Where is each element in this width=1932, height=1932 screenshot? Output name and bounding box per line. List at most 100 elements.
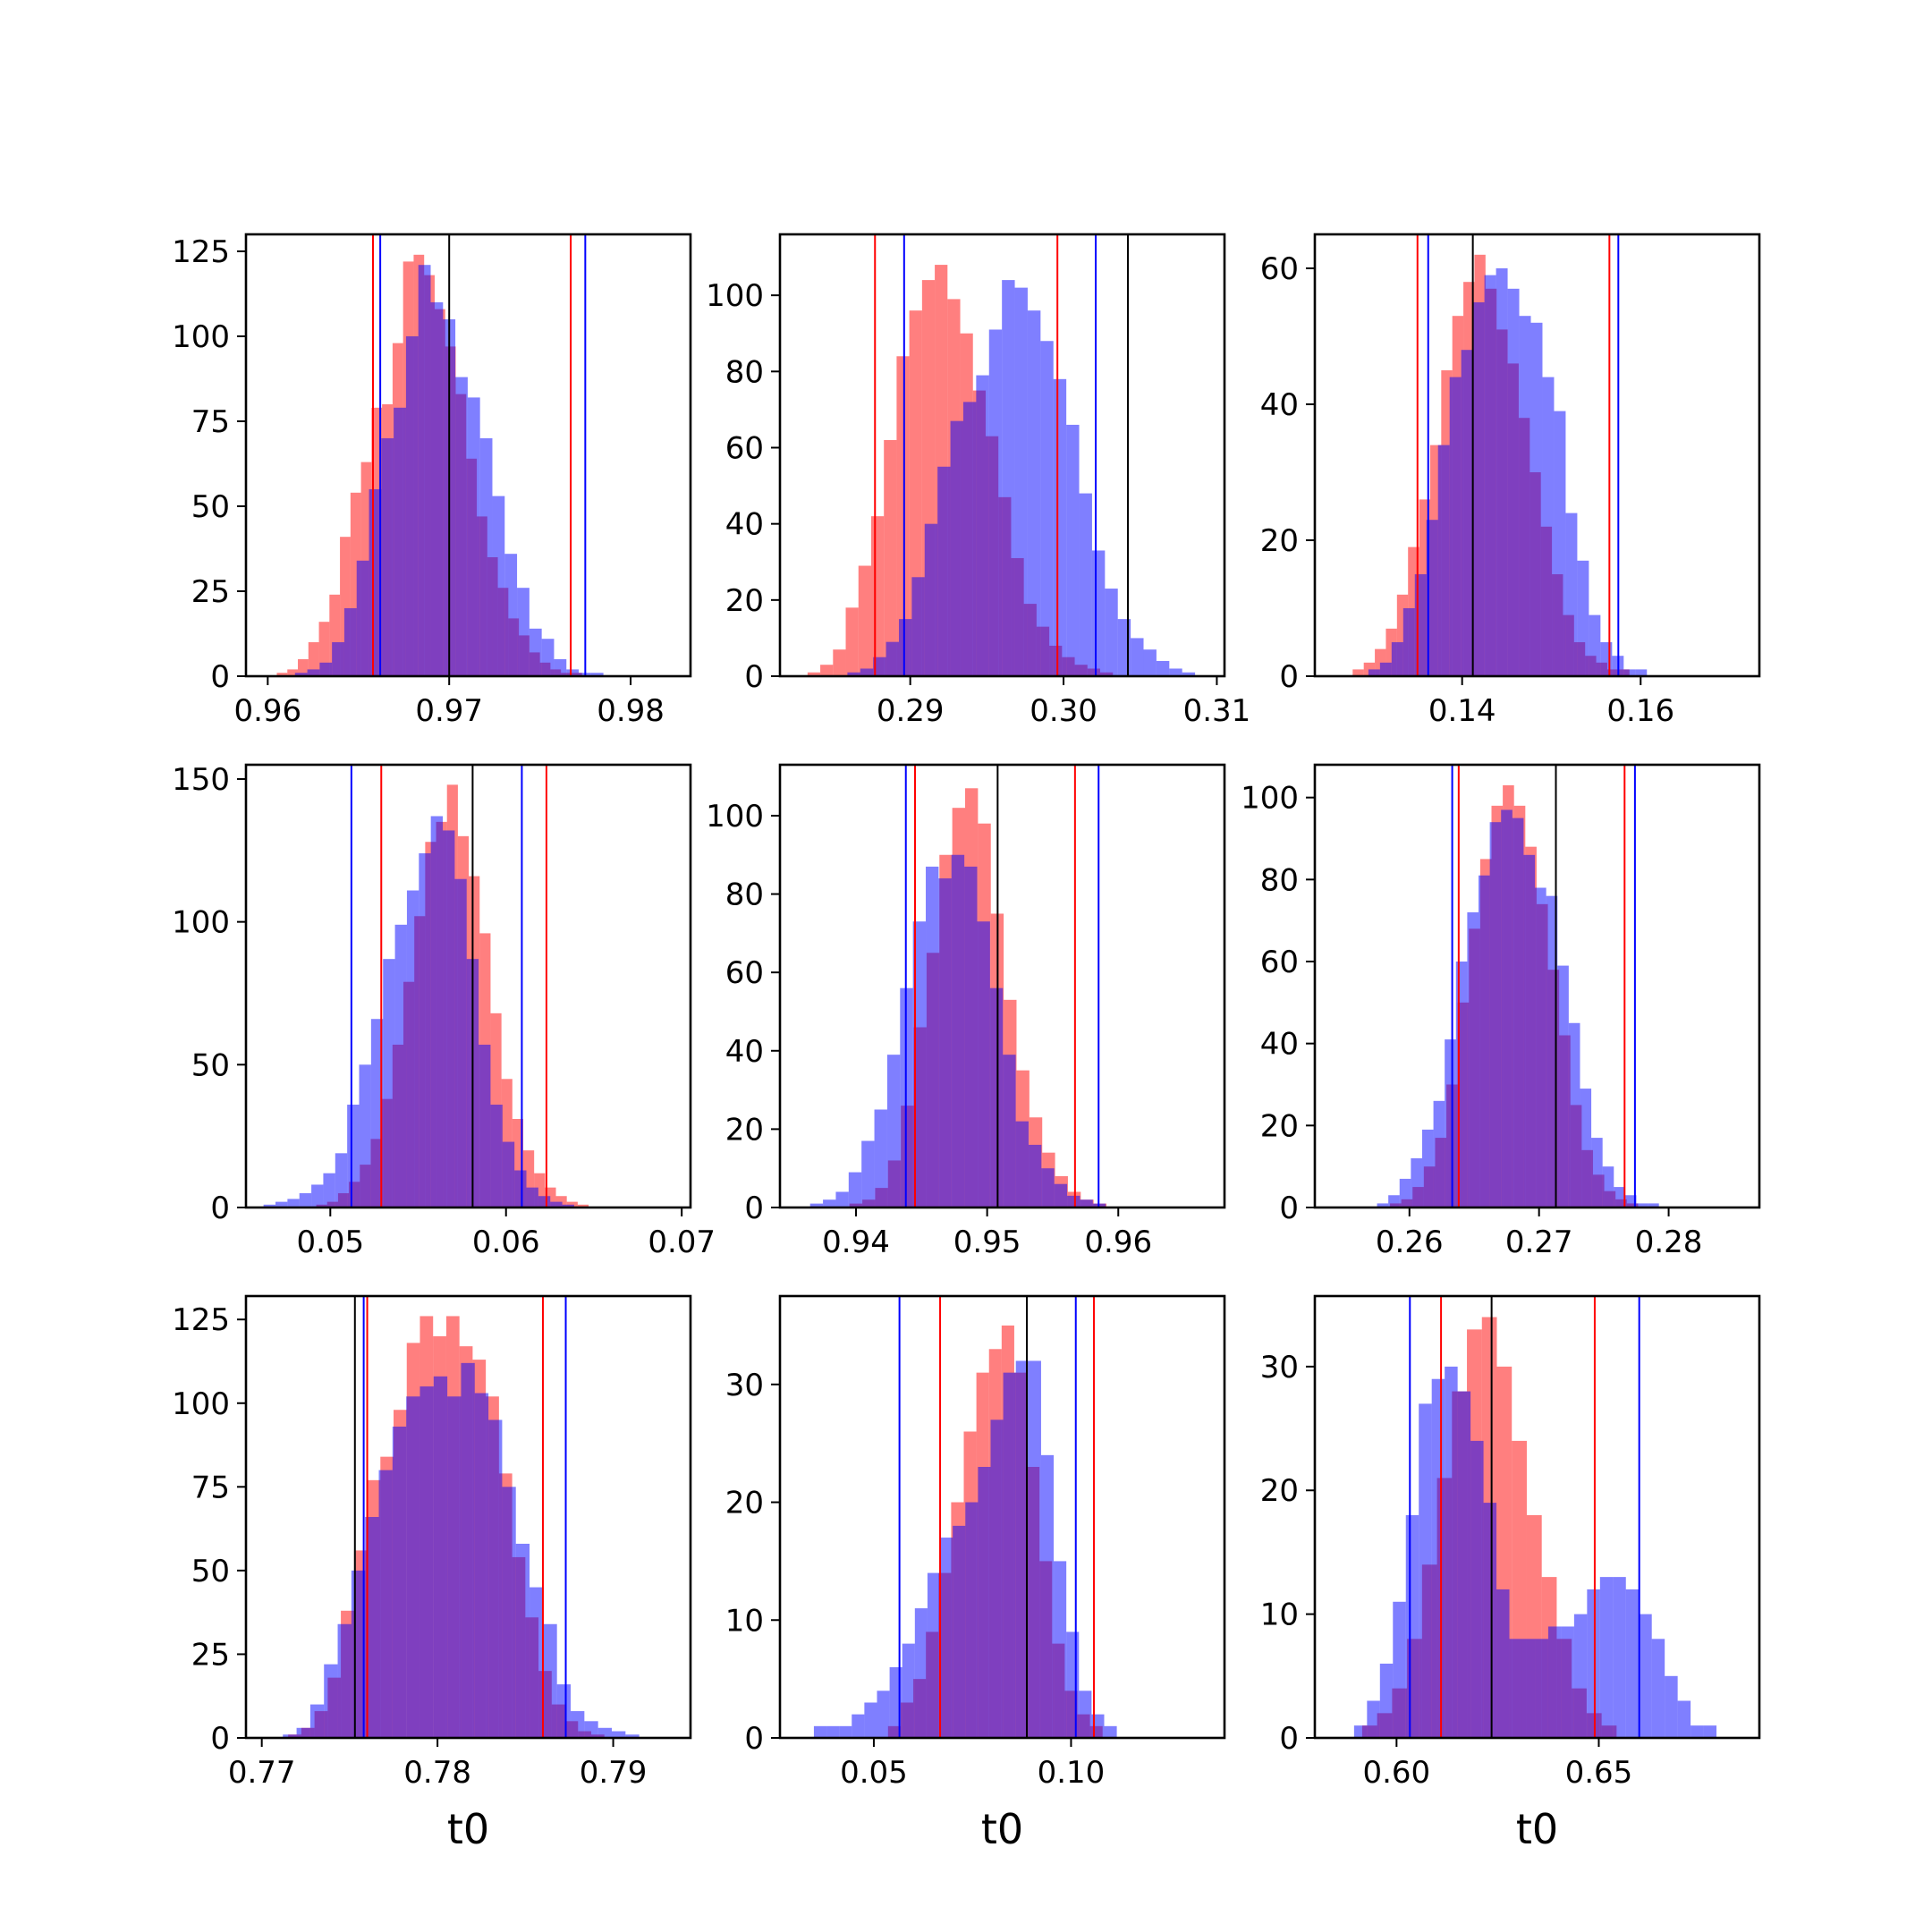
y-tick-label: 25: [191, 1637, 230, 1673]
histogram-bar-blue: [1547, 1626, 1562, 1738]
axes-frame: [1313, 233, 1761, 678]
histogram-bar-blue: [1677, 1700, 1691, 1738]
x-tick-label: 0.28: [1635, 1224, 1703, 1260]
histogram-bar-blue: [1565, 513, 1578, 676]
histogram-bar-blue: [1091, 550, 1106, 676]
panel-plot-area: [1377, 765, 1659, 1208]
histogram-bar-blue: [911, 577, 925, 676]
x-tick-label: 0.30: [1030, 693, 1097, 729]
histogram-bar-blue: [1379, 1663, 1394, 1738]
histogram-bar-blue: [964, 866, 978, 1208]
histogram-bar-blue: [529, 628, 542, 676]
histogram-bar-blue: [1580, 1089, 1592, 1208]
histogram-bar-blue: [488, 1419, 503, 1738]
histogram-bar-blue: [927, 1572, 941, 1738]
y-tick-label: 40: [1260, 1027, 1299, 1063]
histogram-bar-blue: [1105, 589, 1118, 676]
panel-plot-area: [807, 234, 1196, 676]
histogram-bar-blue: [1367, 1700, 1380, 1738]
histogram-bar-blue: [914, 1608, 928, 1738]
panel-4: 0.05 0.06 0.07 0 50 100 150: [172, 762, 716, 1260]
histogram-bar-blue: [381, 438, 394, 676]
histogram-bar-blue: [311, 1184, 324, 1208]
histogram-bar-blue: [860, 668, 874, 676]
y-tick-label: 80: [725, 354, 764, 390]
histogram-bar-blue: [625, 1734, 640, 1738]
histogram-bar-blue: [1419, 1403, 1432, 1738]
histogram-bar-blue: [1040, 341, 1054, 676]
histogram-bar-blue: [356, 560, 369, 676]
histogram-bar-blue: [1402, 608, 1415, 676]
x-tick-label: 0.07: [648, 1224, 716, 1260]
histogram-bar-blue: [1461, 350, 1473, 676]
y-tick-label: 20: [725, 583, 764, 619]
histogram-bar-blue: [926, 866, 939, 1208]
histogram-bar-blue: [1426, 520, 1438, 676]
histogram-bar-red: [896, 356, 910, 676]
histogram-bar-blue: [1635, 669, 1648, 676]
x-tick-label: 0.26: [1376, 1224, 1444, 1260]
x-tick-label: 0.27: [1505, 1224, 1573, 1260]
histogram-bar-blue: [1079, 493, 1092, 676]
y-tick-label: 50: [191, 489, 230, 525]
histogram-bar-blue: [502, 1141, 515, 1208]
histogram-bar-blue: [1003, 1372, 1016, 1738]
histogram-bar-blue: [1535, 1639, 1548, 1738]
panel-plot-area: [809, 765, 1107, 1208]
histogram-bar-blue: [1457, 1391, 1471, 1738]
histogram-bar-blue: [938, 878, 952, 1208]
x-tick-label: 0.77: [228, 1755, 296, 1791]
histogram-bar-blue: [1573, 1614, 1588, 1738]
y-tick-label: 40: [725, 1034, 764, 1070]
histogram-bar-blue: [1554, 411, 1566, 676]
panel-6: 0.26 0.27 0.28 0 20 40 60 80 100: [1241, 763, 1761, 1260]
histogram-bar-blue: [343, 608, 357, 676]
panel-plot-area: [276, 234, 604, 676]
histogram-bar-blue: [1377, 1203, 1389, 1208]
histogram-bar-blue: [1066, 424, 1080, 676]
histogram-bar-blue: [571, 1711, 585, 1738]
y-tick-label: 0: [210, 1721, 230, 1757]
histogram-bar-blue: [566, 669, 580, 676]
histogram-bar-blue: [597, 1727, 612, 1738]
histogram-bar-blue: [953, 1525, 966, 1738]
histogram-bar-blue: [965, 1502, 979, 1738]
histogram-bar-blue: [323, 1173, 335, 1208]
histogram-bar-blue: [873, 657, 886, 676]
panel-3: 0.14 0.16 0 20 40 60: [1260, 233, 1761, 729]
histogram-bar-blue: [319, 662, 333, 676]
y-tick-label: 20: [725, 1112, 764, 1148]
histogram-bar-blue: [924, 523, 938, 676]
panel-plot-area: [263, 765, 589, 1208]
y-tick-label: 60: [1260, 251, 1299, 287]
histogram-bar-blue: [562, 1204, 574, 1208]
y-tick-label: 20: [1260, 523, 1299, 559]
histogram-bar-blue: [1535, 887, 1546, 1208]
y-tick-label: 10: [725, 1603, 764, 1639]
axes-frame: [778, 1294, 1226, 1740]
y-tick-label: 0: [210, 1191, 230, 1226]
histogram-bar-blue: [1591, 1138, 1603, 1208]
histogram-bar-blue: [294, 673, 308, 676]
histogram-bar-blue: [1599, 1577, 1614, 1738]
y-tick-label: 0: [744, 1191, 764, 1226]
histogram-bar-blue: [1391, 642, 1403, 676]
y-tick-label: 75: [191, 1470, 230, 1505]
histogram-bar-blue: [989, 987, 1004, 1208]
histogram-bar-blue: [443, 830, 455, 1208]
histogram-bar-blue: [1496, 268, 1508, 676]
y-tick-label: 40: [725, 507, 764, 543]
histogram-bar-blue: [394, 924, 407, 1208]
histogram-bar-blue: [283, 1734, 297, 1738]
axes-frame: [244, 1294, 692, 1740]
histogram-bar-blue: [1027, 310, 1041, 676]
histogram-bar-blue: [898, 619, 912, 676]
histogram-bar-red: [566, 1201, 578, 1208]
histogram-bar-blue: [430, 816, 444, 1208]
histogram-bar-blue: [1636, 1203, 1648, 1208]
y-tick-label: 125: [172, 234, 230, 270]
histogram-bar-blue: [1467, 912, 1479, 1208]
histogram-bar-blue: [1507, 288, 1520, 676]
histogram-bar-blue: [1041, 1168, 1055, 1208]
